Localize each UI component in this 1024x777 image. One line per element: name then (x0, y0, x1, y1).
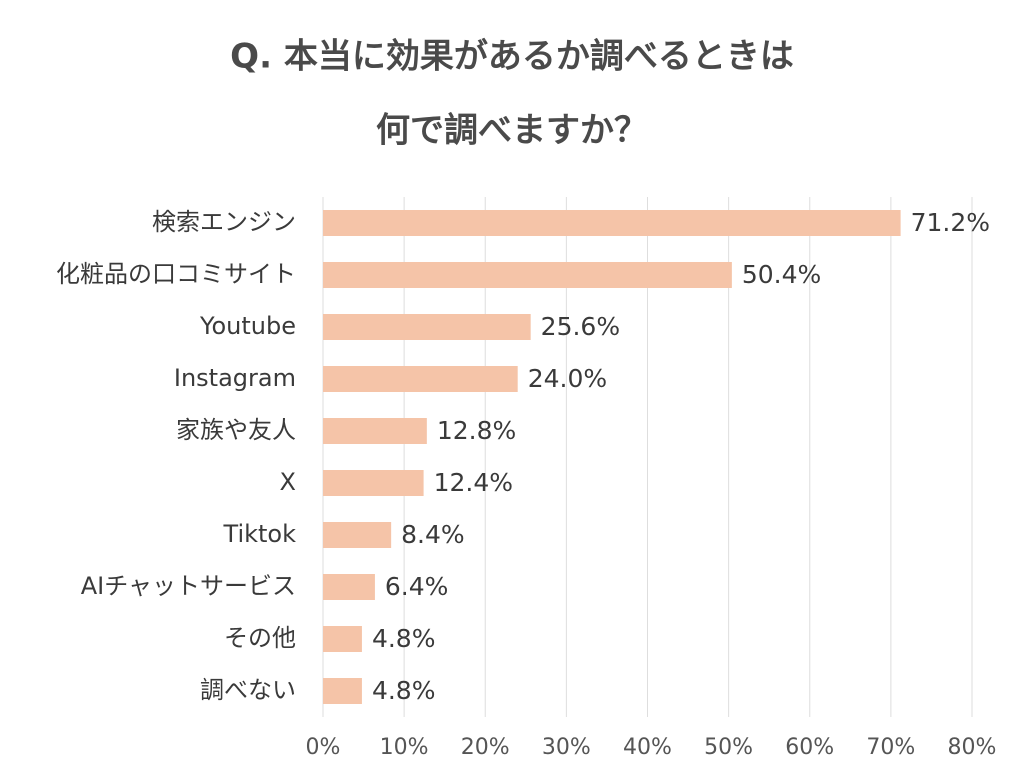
bar (323, 366, 518, 392)
y-tick-label: AIチャットサービス (81, 572, 296, 600)
y-tick-label: Tiktok (223, 520, 297, 548)
data-label: 6.4% (385, 572, 449, 601)
data-label: 24.0% (528, 364, 607, 393)
data-label: 50.4% (742, 260, 821, 289)
y-tick-label: X (280, 468, 296, 496)
y-tick-label: Instagram (174, 364, 296, 392)
y-tick-label: 調べない (200, 676, 296, 704)
x-tick-label: 50% (704, 735, 753, 760)
bar (323, 314, 531, 340)
x-tick-label: 10% (380, 735, 429, 760)
data-label: 4.8% (372, 624, 436, 653)
data-label: 25.6% (541, 312, 620, 341)
y-tick-label: 化粧品の口コミサイト (56, 260, 296, 288)
bar (323, 210, 901, 236)
chart-title: 何で調べますか？ (376, 111, 648, 151)
y-tick-label: 検索エンジン (152, 208, 296, 236)
bar (323, 626, 362, 652)
data-label: 8.4% (401, 520, 465, 549)
bar (323, 418, 427, 444)
data-label: 12.4% (434, 468, 513, 497)
data-label: 12.8% (437, 416, 516, 445)
x-tick-label: 70% (866, 735, 915, 760)
data-label: 71.2% (911, 208, 990, 237)
bar (323, 470, 424, 496)
bar (323, 574, 375, 600)
x-tick-label: 20% (461, 735, 510, 760)
x-tick-label: 40% (623, 735, 672, 760)
y-tick-label: 家族や友人 (176, 416, 296, 444)
y-tick-label: Youtube (199, 312, 296, 340)
x-tick-label: 30% (542, 735, 591, 760)
chart-title: Q. 本当に効果があるか調べるときは (230, 37, 794, 77)
data-label: 4.8% (372, 676, 436, 705)
x-tick-label: 80% (948, 735, 997, 760)
bar (323, 522, 392, 548)
x-tick-label: 60% (785, 735, 834, 760)
x-tick-label: 0% (306, 735, 341, 760)
y-tick-label: その他 (224, 624, 296, 652)
bar (323, 678, 362, 704)
bar (323, 262, 732, 288)
